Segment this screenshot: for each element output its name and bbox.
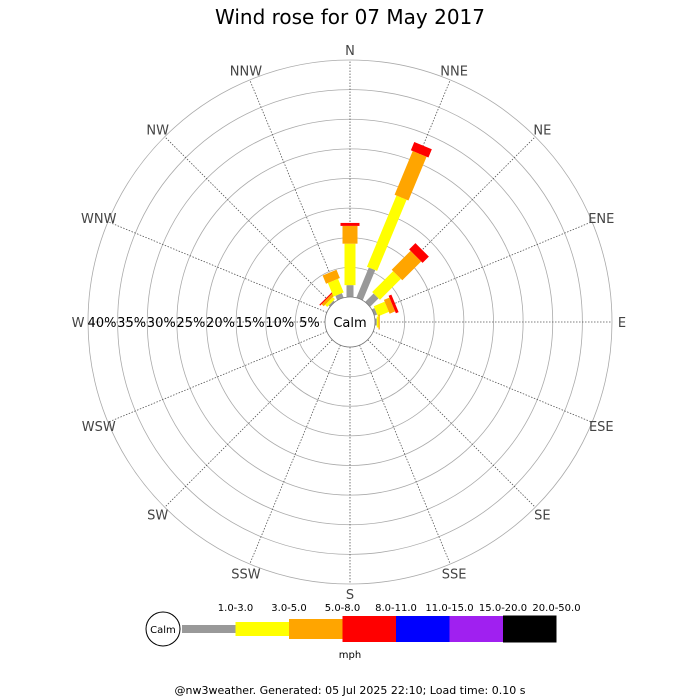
- direction-labels: N NNE NE ENE E ESE SE SSE S SSW SW WSW W WNW NW NNW: [72, 44, 627, 603]
- legend-swatch: [449, 616, 503, 642]
- bar-e-3.0-5.0: [376, 316, 379, 328]
- legend-label: 15.0-20.0: [479, 603, 527, 614]
- bar-nnw-5.0-8.0: [322, 269, 340, 284]
- bar-e-5.0-8.0: [378, 314, 380, 330]
- legend-swatch: [396, 616, 450, 642]
- direction-label: NE: [533, 124, 551, 139]
- radial-tick-label: 35%: [117, 316, 146, 331]
- legend-label: 11.0-15.0: [425, 603, 473, 614]
- legend-label: 5.0-8.0: [325, 603, 360, 614]
- legend-label: 8.0-11.0: [375, 603, 417, 614]
- direction-label: WNW: [81, 212, 117, 227]
- bar-nw-5.0-8.0: [321, 293, 335, 307]
- direction-label: W: [72, 316, 85, 331]
- radial-tick-label: 5%: [299, 316, 320, 331]
- bar-ene-5.0-8.0: [383, 297, 396, 314]
- radial-tick-labels: 5% 10%15%20%25%30%35%40%: [88, 316, 320, 331]
- direction-label: SE: [534, 508, 550, 523]
- radial-tick-label: 40%: [88, 316, 117, 331]
- legend-calm-circle: [145, 611, 181, 647]
- grid-spoke: [107, 331, 328, 423]
- bar-n-5.0-8.0: [342, 225, 358, 244]
- grid-spoke: [249, 344, 341, 565]
- direction-label: E: [618, 316, 626, 331]
- bar-n-1.0-3.0: [346, 285, 354, 297]
- legend-label: 1.0-3.0: [218, 603, 253, 614]
- bar-nne-8.0-11.0: [410, 141, 432, 158]
- direction-label: WSW: [82, 420, 116, 435]
- direction-label: NNE: [440, 65, 468, 80]
- legend: Calm 1.0-3.0 3.0-5.0 5.0-8.0 8.0-11.0 11.0-15…: [145, 603, 581, 661]
- bar-nne-3.0-5.0: [366, 195, 407, 271]
- grid-spoke: [359, 344, 451, 565]
- bar-e-1.0-3.0: [374, 318, 377, 326]
- legend-swatch: [289, 619, 343, 639]
- grid-spoke: [164, 339, 333, 508]
- grid-spoke: [372, 221, 593, 313]
- legend-label: 20.0-50.0: [532, 603, 580, 614]
- bar-nne-5.0-8.0: [394, 150, 427, 201]
- bar-nw-8.0-11.0: [319, 291, 334, 306]
- radial-tick-label: 15%: [236, 316, 265, 331]
- calm-label: Calm: [333, 316, 366, 331]
- bar-nw-1.0-3.0: [328, 300, 335, 307]
- bar-ene-1.0-3.0: [371, 308, 378, 316]
- direction-label: ENE: [588, 212, 614, 227]
- legend-swatch: [342, 616, 396, 642]
- bar-n-8.0-11.0: [340, 222, 360, 226]
- direction-label: NW: [146, 124, 169, 139]
- grid-spoke: [107, 221, 328, 313]
- legend-swatch: [182, 625, 236, 633]
- direction-label: N: [345, 44, 355, 59]
- grid-spoke: [164, 136, 333, 305]
- grid-spoke: [372, 331, 593, 423]
- bar-nnw-3.0-5.0: [327, 278, 344, 297]
- footer-text: @nw3weather. Generated: 05 Jul 2025 22:1…: [174, 684, 526, 697]
- calm-circle: Calm: [324, 296, 376, 348]
- bar-nnw-1.0-3.0: [335, 293, 344, 301]
- legend-calm-label: Calm: [150, 625, 176, 636]
- grid-ring: [235, 207, 465, 437]
- direction-label: S: [346, 588, 354, 603]
- legend-swatch: [503, 615, 557, 643]
- radial-tick-label: 10%: [265, 316, 294, 331]
- grid-spoke: [367, 339, 536, 508]
- bar-n-3.0-5.0: [344, 243, 356, 286]
- bar-ne-3.0-5.0: [372, 271, 401, 300]
- legend-unit-label: mph: [339, 650, 361, 661]
- legend-swatch: [235, 622, 289, 636]
- bar-ene-8.0-11.0: [388, 294, 399, 314]
- chart-title: Wind rose for 07 May 2017: [215, 5, 485, 29]
- grid-spoke: [249, 79, 341, 300]
- bar-ne-5.0-8.0: [391, 250, 422, 281]
- radial-tick-label: 25%: [176, 316, 205, 331]
- direction-label: SW: [147, 508, 168, 523]
- legend-label: 3.0-5.0: [271, 603, 306, 614]
- bar-ne-1.0-3.0: [365, 293, 379, 307]
- bar-nw-3.0-5.0: [325, 297, 335, 307]
- bar-nne-1.0-3.0: [356, 267, 376, 301]
- direction-label: NNW: [230, 65, 262, 80]
- bar-ene-3.0-5.0: [373, 301, 389, 317]
- wind-bars: [319, 141, 432, 330]
- bar-ne-8.0-11.0: [409, 243, 429, 263]
- direction-label: SSE: [442, 567, 467, 582]
- calm-ring: [324, 296, 376, 348]
- radial-tick-label: 20%: [206, 316, 235, 331]
- direction-label: ESE: [589, 420, 614, 435]
- grid-ring: [87, 59, 613, 585]
- radial-tick-label: 30%: [147, 316, 176, 331]
- direction-label: SSW: [231, 567, 261, 582]
